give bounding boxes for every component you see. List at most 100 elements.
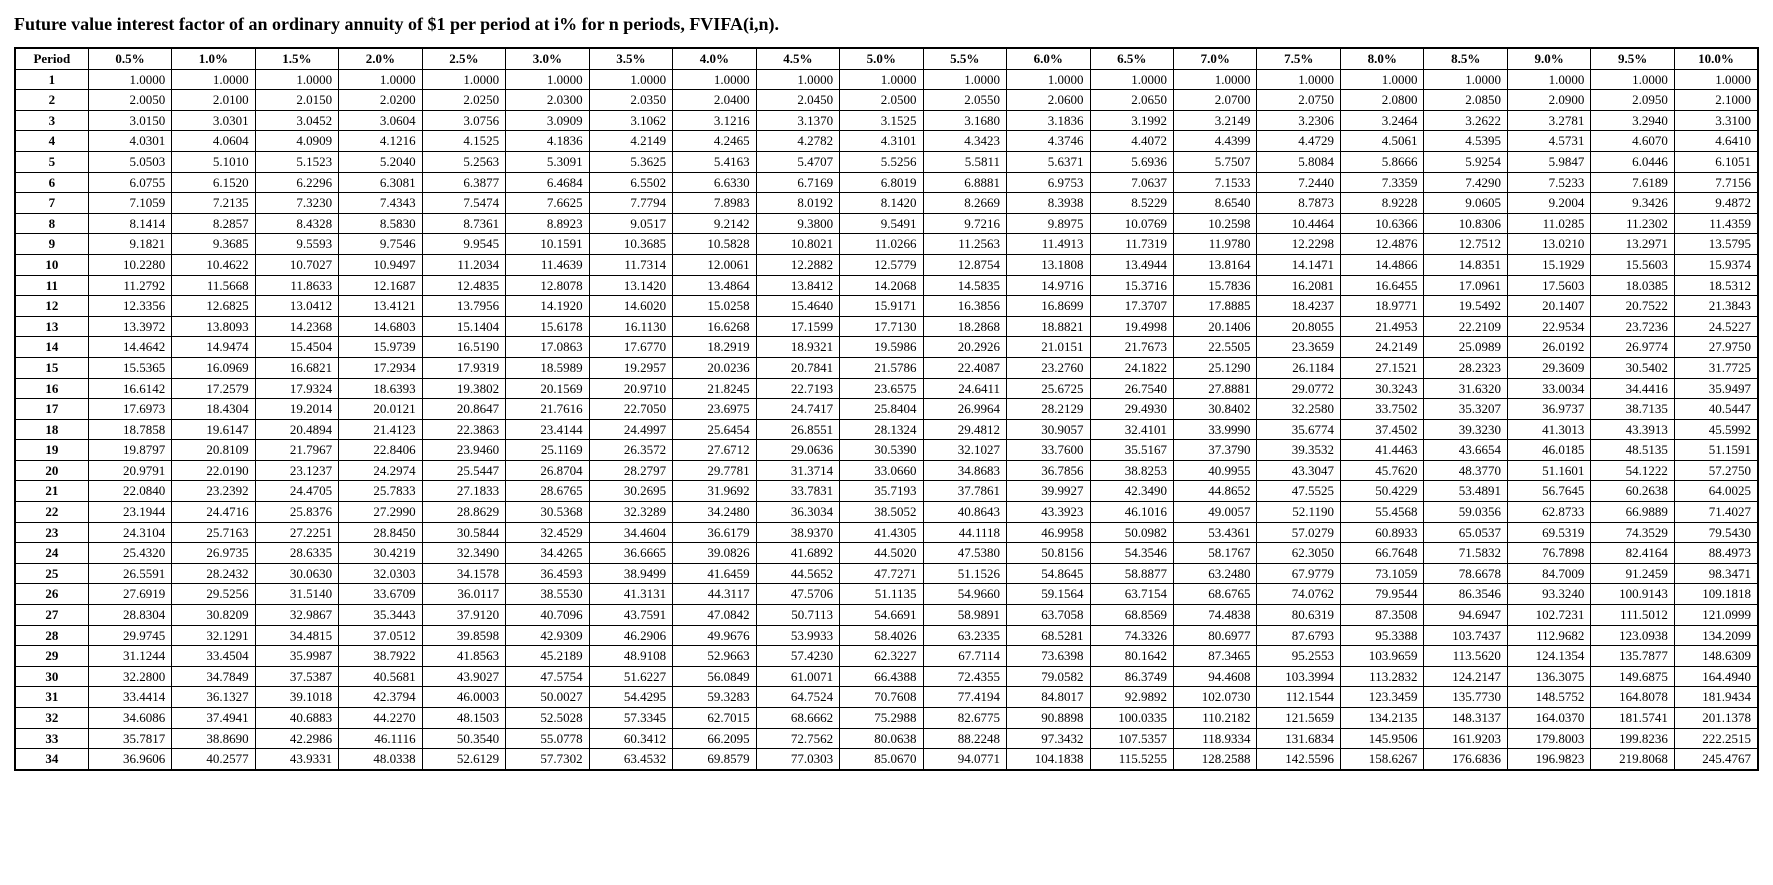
value-cell: 10.1591 — [506, 234, 589, 255]
value-cell: 17.5603 — [1507, 275, 1590, 296]
value-cell: 9.2004 — [1507, 193, 1590, 214]
col-header-period: Period — [15, 48, 88, 69]
value-cell: 23.1237 — [255, 460, 338, 481]
value-cell: 4.1836 — [506, 131, 589, 152]
value-cell: 19.3802 — [422, 378, 505, 399]
value-cell: 50.8156 — [1007, 543, 1090, 564]
value-cell: 148.5752 — [1507, 687, 1590, 708]
value-cell: 5.9254 — [1424, 151, 1507, 172]
value-cell: 29.3609 — [1507, 357, 1590, 378]
period-cell: 22 — [15, 502, 88, 523]
value-cell: 196.9823 — [1507, 749, 1590, 770]
col-header-rate: 7.5% — [1257, 48, 1340, 69]
value-cell: 79.5430 — [1674, 522, 1758, 543]
value-cell: 6.4684 — [506, 172, 589, 193]
value-cell: 20.0236 — [673, 357, 756, 378]
value-cell: 41.6459 — [673, 563, 756, 584]
table-row: 22.00502.01002.01502.02002.02502.03002.0… — [15, 90, 1758, 111]
value-cell: 20.0121 — [339, 399, 422, 420]
value-cell: 15.9171 — [840, 296, 923, 317]
value-cell: 30.0630 — [255, 563, 338, 584]
col-header-rate: 5.0% — [840, 48, 923, 69]
value-cell: 26.9964 — [923, 399, 1006, 420]
value-cell: 8.7361 — [422, 213, 505, 234]
value-cell: 58.9891 — [923, 605, 1006, 626]
value-cell: 72.4355 — [923, 666, 1006, 687]
value-cell: 86.3546 — [1424, 584, 1507, 605]
col-header-rate: 8.0% — [1340, 48, 1423, 69]
value-cell: 50.3540 — [422, 728, 505, 749]
value-cell: 22.8406 — [339, 440, 422, 461]
value-cell: 87.3508 — [1340, 605, 1423, 626]
table-row: 77.10597.21357.32307.43437.54747.66257.7… — [15, 193, 1758, 214]
value-cell: 34.4815 — [255, 625, 338, 646]
value-cell: 2.0600 — [1007, 90, 1090, 111]
value-cell: 10.2598 — [1174, 213, 1257, 234]
value-cell: 13.4121 — [339, 296, 422, 317]
value-cell: 39.3532 — [1257, 440, 1340, 461]
value-cell: 103.7437 — [1424, 625, 1507, 646]
value-cell: 30.8402 — [1174, 399, 1257, 420]
value-cell: 2.0650 — [1090, 90, 1173, 111]
value-cell: 10.0769 — [1090, 213, 1173, 234]
value-cell: 13.1420 — [589, 275, 672, 296]
value-cell: 9.2142 — [673, 213, 756, 234]
value-cell: 26.5591 — [88, 563, 171, 584]
value-cell: 12.4835 — [422, 275, 505, 296]
value-cell: 14.2368 — [255, 316, 338, 337]
value-cell: 23.1944 — [88, 502, 171, 523]
value-cell: 31.7725 — [1674, 357, 1758, 378]
value-cell: 32.0303 — [339, 563, 422, 584]
value-cell: 23.4144 — [506, 419, 589, 440]
table-row: 2425.432026.973528.633530.421932.349034.… — [15, 543, 1758, 564]
value-cell: 4.3101 — [840, 131, 923, 152]
value-cell: 38.8690 — [172, 728, 255, 749]
value-cell: 11.4639 — [506, 254, 589, 275]
value-cell: 32.4529 — [506, 522, 589, 543]
value-cell: 24.5227 — [1674, 316, 1758, 337]
value-cell: 2.0250 — [422, 90, 505, 111]
value-cell: 1.0000 — [1424, 69, 1507, 90]
value-cell: 74.3529 — [1591, 522, 1674, 543]
value-cell: 22.2109 — [1424, 316, 1507, 337]
value-cell: 98.3471 — [1674, 563, 1758, 584]
value-cell: 16.5190 — [422, 337, 505, 358]
value-cell: 1.0000 — [1007, 69, 1090, 90]
value-cell: 1.0000 — [1674, 69, 1758, 90]
value-cell: 115.5255 — [1090, 749, 1173, 770]
value-cell: 44.3117 — [673, 584, 756, 605]
value-cell: 4.4399 — [1174, 131, 1257, 152]
value-cell: 71.5832 — [1424, 543, 1507, 564]
value-cell: 42.9309 — [506, 625, 589, 646]
value-cell: 37.5387 — [255, 666, 338, 687]
value-cell: 15.7836 — [1174, 275, 1257, 296]
value-cell: 36.3034 — [756, 502, 839, 523]
value-cell: 17.2934 — [339, 357, 422, 378]
value-cell: 33.0660 — [840, 460, 923, 481]
value-cell: 15.4504 — [255, 337, 338, 358]
value-cell: 6.9753 — [1007, 172, 1090, 193]
value-cell: 6.0755 — [88, 172, 171, 193]
value-cell: 7.7156 — [1674, 172, 1758, 193]
value-cell: 176.6836 — [1424, 749, 1507, 770]
value-cell: 40.2577 — [172, 749, 255, 770]
value-cell: 60.8933 — [1340, 522, 1423, 543]
value-cell: 3.0452 — [255, 110, 338, 131]
value-cell: 51.1526 — [923, 563, 1006, 584]
value-cell: 15.9374 — [1674, 254, 1758, 275]
value-cell: 14.9716 — [1007, 275, 1090, 296]
value-cell: 48.0338 — [339, 749, 422, 770]
value-cell: 21.7673 — [1090, 337, 1173, 358]
table-row: 1919.879720.810921.796722.840623.946025.… — [15, 440, 1758, 461]
value-cell: 7.1533 — [1174, 172, 1257, 193]
value-cell: 32.2580 — [1257, 399, 1340, 420]
value-cell: 16.6268 — [673, 316, 756, 337]
table-body: 11.00001.00001.00001.00001.00001.00001.0… — [15, 69, 1758, 770]
value-cell: 36.4593 — [506, 563, 589, 584]
value-cell: 3.2149 — [1174, 110, 1257, 131]
value-cell: 25.1169 — [506, 440, 589, 461]
value-cell: 28.6335 — [255, 543, 338, 564]
value-cell: 1.0000 — [1090, 69, 1173, 90]
table-row: 2627.691929.525631.514033.670936.011738.… — [15, 584, 1758, 605]
value-cell: 2.0200 — [339, 90, 422, 111]
